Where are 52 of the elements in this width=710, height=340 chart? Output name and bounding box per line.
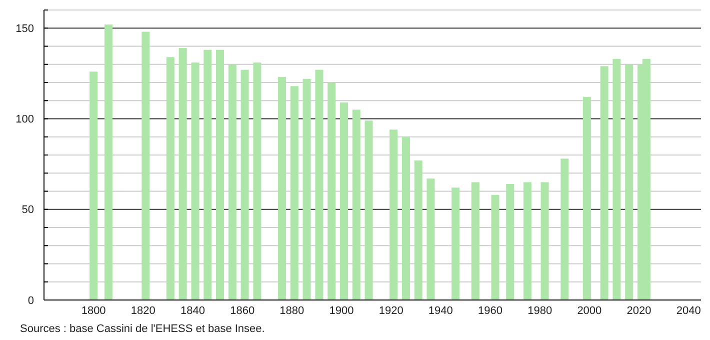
bar xyxy=(402,136,410,300)
bar xyxy=(471,182,480,300)
bar xyxy=(523,182,532,300)
bar xyxy=(540,182,549,300)
y-tick-label: 50 xyxy=(22,204,34,216)
bar xyxy=(491,194,500,300)
x-tick-label: 1840 xyxy=(180,305,205,317)
bar xyxy=(216,50,224,300)
y-tick-label: 150 xyxy=(16,22,34,35)
bar xyxy=(582,97,591,300)
bar xyxy=(191,62,200,300)
bar xyxy=(90,72,98,300)
bar xyxy=(506,184,514,300)
bar xyxy=(204,50,212,300)
bar xyxy=(104,24,112,300)
bar xyxy=(612,58,621,300)
bar xyxy=(352,110,360,300)
bar xyxy=(600,66,608,300)
bar xyxy=(328,82,336,300)
x-tick-label: 1820 xyxy=(130,305,156,317)
bar xyxy=(426,178,435,300)
bar xyxy=(166,57,174,300)
source-note: Sources : base Cassini de l'EHESS et base Insee. xyxy=(20,323,265,335)
bar xyxy=(178,48,187,300)
bar xyxy=(315,70,324,300)
bar xyxy=(142,32,150,300)
bar xyxy=(240,70,249,300)
bar xyxy=(278,77,286,300)
x-tick-label: 1800 xyxy=(81,305,106,317)
bar xyxy=(560,158,569,300)
bar xyxy=(364,120,373,300)
x-tick-label: 1960 xyxy=(478,305,503,317)
bar xyxy=(228,64,236,300)
bar xyxy=(625,64,634,300)
bar xyxy=(340,102,348,300)
bar xyxy=(390,130,398,300)
x-tick-label: 1940 xyxy=(428,305,453,317)
bar xyxy=(452,188,460,300)
x-tick-label: 2040 xyxy=(676,305,701,317)
x-tick-label: 1880 xyxy=(280,305,304,317)
x-tick-label: 2020 xyxy=(626,305,652,317)
bar xyxy=(253,62,262,300)
x-tick-label: 1900 xyxy=(329,305,354,317)
x-tick-label: 2000 xyxy=(577,305,602,317)
bar xyxy=(302,78,311,300)
bar xyxy=(290,86,298,300)
y-tick-label: 0 xyxy=(28,294,34,307)
x-tick-label: 1920 xyxy=(378,305,404,317)
x-tick-label: 1860 xyxy=(230,305,255,317)
x-tick-label: 1980 xyxy=(528,305,552,317)
y-tick-label: 100 xyxy=(16,114,34,126)
bar xyxy=(414,160,422,300)
